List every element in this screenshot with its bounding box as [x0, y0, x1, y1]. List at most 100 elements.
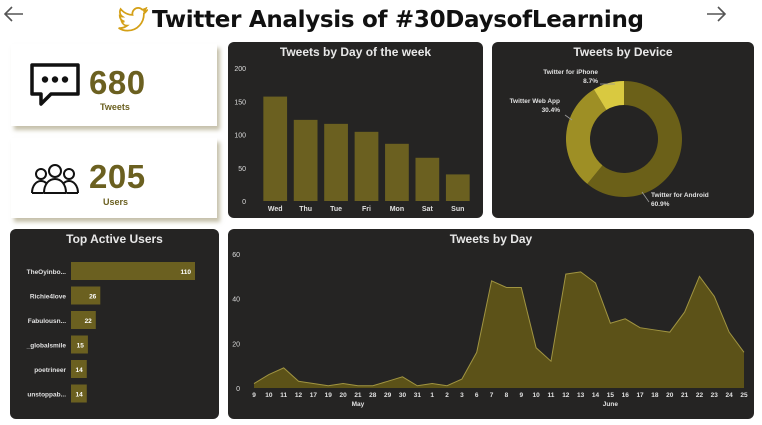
chart-title-day: Tweets by Day — [449, 232, 533, 246]
y-category-label: poetrineer — [34, 367, 66, 374]
data-label: 15 — [77, 343, 85, 350]
x-tick-label: 13 — [577, 392, 585, 399]
chart-title-users: Top Active Users — [66, 232, 163, 246]
pie-leader-line — [564, 114, 573, 121]
bar — [71, 286, 101, 305]
x-tick-label: 20 — [339, 392, 347, 399]
bar — [71, 384, 87, 403]
pie-value-label: 30.4% — [542, 107, 561, 114]
users-group-icon — [31, 164, 79, 194]
x-tick-label: 11 — [280, 392, 287, 399]
header-bar: Twitter Analysis of #30DaysofLearning — [0, 0, 762, 38]
pie-slice — [566, 89, 607, 184]
x-tick-label: 7 — [490, 392, 494, 399]
bar — [71, 311, 96, 329]
panel-tweets-by-weekday: Tweets by Day of the week 0 50 100 150 200 We… — [228, 42, 483, 218]
x-tick-label: 31 — [414, 392, 422, 399]
x-tick-label: 17 — [636, 392, 644, 399]
x-tick-label: 10 — [533, 392, 541, 399]
x-tick-label: 23 — [711, 392, 719, 399]
chart-device: Twitter for Android 60.9% Twitter Web App 3… — [510, 69, 709, 208]
y-tick-label: 60 — [232, 252, 240, 259]
x-tick-label: 24 — [726, 392, 734, 399]
pie-slice — [587, 81, 682, 197]
y-category-label: _globalsmile — [26, 343, 67, 350]
kpi-label-users: Users — [103, 197, 129, 207]
x-tick-label: 1 — [430, 392, 434, 399]
y-tick-label: 200 — [234, 66, 246, 73]
bar — [385, 143, 409, 201]
data-label: 110 — [181, 269, 192, 276]
panel-tweets-by-device: Tweets by Device Twitter for Android 60.9… — [492, 42, 754, 218]
x-tick-label: 8 — [505, 392, 509, 399]
series-line — [253, 271, 745, 387]
x-tick-label: Sun — [451, 206, 464, 213]
x-tick-label: Thu — [299, 206, 312, 213]
kpi-value-users: 205 — [89, 158, 146, 195]
twitter-bird-icon — [118, 7, 148, 32]
panel-top-active-users: Top Active Users TheOyinbo... 110 Richie4l… — [10, 229, 219, 419]
pie-label: Twitter for iPhone — [543, 69, 598, 76]
bar — [415, 157, 440, 201]
kpi-label-tweets: Tweets — [100, 102, 130, 112]
x-tick-label: 20 — [666, 392, 674, 399]
x-tick-label: 25 — [740, 392, 748, 399]
kpi-card-tweets: 680 Tweets — [11, 44, 217, 126]
y-category-label: TheOyinbo... — [27, 269, 67, 276]
x-tick-label: 29 — [384, 392, 392, 399]
bar — [263, 96, 288, 201]
chart-weekday: 0 50 100 150 200 Wed Thu Tue Fri Mon Sat Sun — [234, 66, 470, 213]
bar — [71, 360, 87, 378]
x-tick-label: 21 — [681, 392, 689, 399]
x-tick-label: 12 — [295, 392, 303, 399]
x-tick-label: 3 — [460, 392, 464, 399]
pie-label: Twitter Web App — [510, 98, 560, 105]
chat-bubble-icon — [30, 63, 80, 106]
page-title-group: Twitter Analysis of #30DaysofLearning — [118, 5, 644, 35]
x-tick-label: 16 — [622, 392, 630, 399]
x-tick-label: 14 — [592, 392, 600, 399]
y-tick-label: 50 — [238, 166, 246, 173]
x-tick-label: Fri — [362, 206, 371, 213]
x-tick-label: 19 — [325, 392, 333, 399]
x-tick-label: 11 — [548, 392, 555, 399]
pie-value-label: 60.9% — [651, 201, 670, 208]
area-fill — [254, 271, 744, 388]
x-tick-label: 2 — [445, 392, 449, 399]
x-tick-label: 15 — [607, 392, 615, 399]
bar — [445, 174, 470, 201]
y-category-label: unstoppab... — [27, 392, 66, 399]
chart-title-device: Tweets by Device — [573, 45, 673, 59]
y-tick-label: 20 — [232, 341, 240, 348]
y-category-label: Richie4love — [30, 294, 67, 301]
x-tick-label: 9 — [519, 392, 523, 399]
kpi-value-tweets: 680 — [89, 64, 146, 101]
arrow-left-icon[interactable] — [2, 2, 26, 26]
y-tick-label: 0 — [242, 199, 246, 206]
x-tick-label: Tue — [330, 206, 342, 213]
x-group-label: May — [352, 401, 365, 408]
data-label: 22 — [85, 318, 93, 325]
data-label: 14 — [76, 367, 84, 374]
x-tick-label: 17 — [310, 392, 318, 399]
panel-tweets-by-day: Tweets by Day 0 20 40 60 9 10 11 12 17 19 20 21 28 29… — [228, 229, 754, 419]
page-title: Twitter Analysis of #30DaysofLearning — [152, 7, 644, 33]
chart-users: TheOyinbo... 110 Richie4love 26 Fabulousn...… — [26, 262, 195, 403]
x-tick-label: 30 — [399, 392, 407, 399]
chart-title-weekday: Tweets by Day of the week — [279, 45, 432, 59]
x-tick-label: 10 — [265, 392, 273, 399]
x-group-label: June — [603, 401, 619, 408]
x-tick-label: 9 — [252, 392, 256, 399]
y-tick-label: 100 — [234, 133, 246, 140]
pie-leader-line — [641, 191, 650, 203]
x-tick-label: 22 — [696, 392, 704, 399]
y-tick-label: 40 — [232, 297, 240, 304]
kpi-card-users: 205 Users — [11, 138, 217, 218]
x-tick-label: 21 — [354, 392, 362, 399]
pie-label: Twitter for Android — [651, 192, 709, 199]
x-tick-label: Mon — [390, 206, 404, 213]
pie-value-label: 8.7% — [583, 78, 598, 85]
pie-slice — [593, 81, 624, 110]
arrow-right-icon[interactable] — [704, 2, 728, 26]
